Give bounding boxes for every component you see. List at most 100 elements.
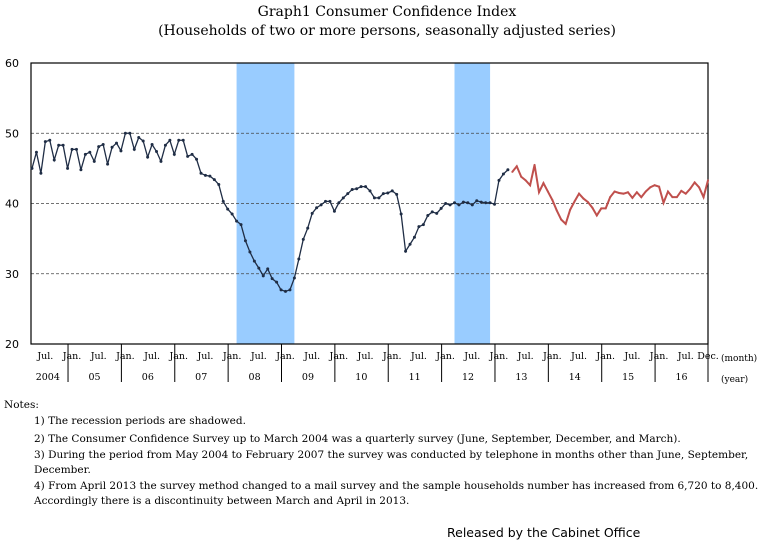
data-point	[506, 168, 510, 172]
data-point	[475, 199, 479, 203]
data-point	[533, 163, 536, 166]
year-label: 15	[622, 372, 634, 383]
data-point	[155, 150, 159, 154]
x-tick-label: Jul.	[410, 351, 427, 362]
data-point	[57, 143, 61, 147]
data-point	[324, 199, 328, 203]
data-point	[310, 211, 314, 215]
x-tick-label: Jul.	[677, 351, 694, 362]
data-point	[79, 168, 83, 172]
data-point	[457, 203, 461, 207]
data-point	[70, 147, 74, 151]
data-point	[520, 175, 523, 178]
plot-frame	[30, 62, 709, 345]
chart-title: Graph1 Consumer Confidence Index	[257, 4, 517, 20]
data-point	[230, 212, 234, 216]
data-point	[43, 140, 47, 144]
x-tick-label: Jul.	[90, 351, 107, 362]
data-point	[479, 200, 483, 204]
data-point	[542, 182, 545, 185]
x-tick-label: Jan.	[168, 351, 188, 362]
data-point	[609, 196, 612, 199]
data-point	[707, 179, 709, 182]
year-label: 16	[675, 372, 687, 383]
x-tick-label: Jul.	[570, 351, 587, 362]
data-point	[221, 199, 225, 203]
data-point	[217, 183, 221, 187]
data-point	[350, 187, 354, 191]
data-point	[341, 196, 345, 200]
data-point	[408, 242, 412, 246]
data-point	[168, 138, 172, 142]
data-point	[306, 226, 310, 230]
data-point	[569, 208, 572, 211]
x-tick-label: Jan.	[382, 351, 402, 362]
data-point	[146, 155, 150, 159]
x-tick-label: Jan.	[489, 351, 509, 362]
data-point	[364, 185, 368, 189]
data-point	[337, 201, 341, 205]
year-label: 09	[302, 372, 314, 383]
data-point	[372, 196, 376, 200]
data-point	[412, 235, 416, 239]
data-point	[203, 173, 207, 177]
data-point	[466, 201, 470, 205]
data-point	[261, 274, 265, 278]
data-point	[328, 199, 332, 203]
data-point	[511, 170, 514, 173]
data-point	[332, 209, 336, 213]
data-point	[186, 154, 190, 158]
data-point	[177, 138, 181, 142]
data-point	[386, 191, 390, 195]
data-point	[618, 191, 621, 194]
month-unit-label: (month)	[721, 353, 757, 364]
x-tick-label: Jul.	[36, 351, 53, 362]
data-point	[199, 171, 203, 175]
data-point	[649, 186, 652, 189]
data-point	[48, 138, 52, 142]
data-point	[34, 150, 38, 154]
data-point	[644, 190, 647, 193]
data-point	[159, 159, 163, 163]
data-point	[689, 187, 692, 190]
data-point	[582, 197, 585, 200]
data-point	[181, 138, 185, 142]
data-point	[404, 249, 408, 253]
data-point	[591, 206, 594, 209]
x-tick-label: Jul.	[623, 351, 640, 362]
x-tick-label: Jul.	[250, 351, 267, 362]
year-label: 11	[409, 372, 421, 383]
y-tick-label: 20	[5, 338, 19, 351]
data-point	[546, 190, 549, 193]
data-point	[319, 203, 323, 207]
data-point	[453, 201, 456, 205]
data-point	[292, 276, 296, 280]
data-point	[66, 166, 70, 170]
data-point	[484, 201, 488, 205]
data-point	[430, 210, 434, 214]
data-point	[368, 189, 372, 193]
x-tick-label: Jan.	[115, 351, 135, 362]
x-tick-label: Jul.	[196, 351, 213, 362]
x-tick-label: Jul.	[303, 351, 320, 362]
data-point	[658, 185, 661, 188]
data-point	[150, 142, 154, 146]
data-point	[390, 189, 394, 193]
data-point	[684, 192, 687, 195]
data-point	[115, 141, 118, 145]
data-point	[693, 181, 696, 184]
data-point	[97, 145, 101, 149]
x-tick-label: Jan.	[329, 351, 349, 362]
data-point	[497, 178, 501, 182]
data-point	[381, 192, 385, 196]
data-point	[529, 184, 532, 187]
data-point	[101, 142, 105, 146]
data-point	[626, 191, 629, 194]
data-point	[257, 266, 261, 270]
x-tick-label: Jan.	[435, 351, 455, 362]
data-point	[538, 191, 540, 194]
x-tick-label: Jan.	[222, 351, 242, 362]
year-label: 13	[515, 372, 527, 383]
data-point	[635, 191, 638, 194]
